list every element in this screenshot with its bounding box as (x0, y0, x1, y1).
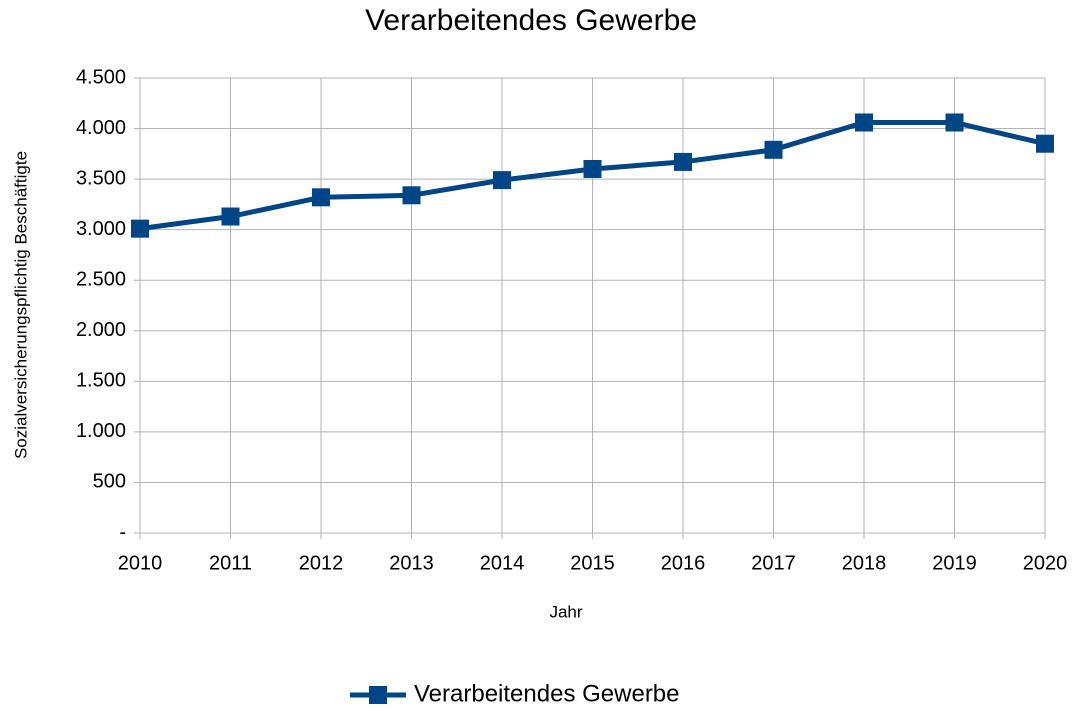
y-tick-label: 2.000 (76, 319, 126, 341)
x-tick-label: 2015 (570, 552, 615, 574)
point (945, 113, 964, 132)
x-tick-label: 2011 (209, 552, 252, 574)
point (674, 152, 692, 171)
point (312, 188, 330, 207)
legend-label: Verarbeitendes Gewerbe (414, 680, 680, 707)
y-axis-label: Sozialversicherungspflichtig Beschäftigt… (11, 151, 30, 459)
point (1036, 134, 1054, 153)
point (221, 207, 240, 226)
y-tick-label: 1.500 (76, 370, 126, 392)
x-tick-label: 2013 (389, 552, 434, 574)
y-tick-label: 4.000 (76, 117, 126, 139)
y-tick-label: 3.000 (76, 218, 126, 240)
point (402, 186, 421, 205)
y-tick-label: - (119, 521, 126, 543)
x-tick-label: 2012 (299, 552, 344, 574)
y-tick-label: 1.000 (76, 420, 126, 442)
x-tick-label: 2017 (751, 552, 796, 574)
point (583, 160, 602, 178)
y-tick-label: 4.500 (76, 66, 126, 88)
x-tick-label: 2014 (480, 552, 525, 574)
point (131, 219, 149, 238)
x-axis-label: Jahr (549, 602, 582, 621)
point (493, 171, 511, 190)
y-tick-label: 2.500 (76, 269, 126, 291)
x-tick-label: 2020 (1023, 552, 1068, 574)
legend-marker (369, 686, 387, 704)
x-tick-label: 2018 (842, 552, 887, 574)
point (855, 113, 873, 132)
point (764, 140, 783, 159)
x-tick-label: 2016 (661, 552, 706, 574)
y-tick-label: 500 (93, 471, 126, 493)
chart-title: Verarbeitendes Gewerbe (365, 4, 697, 37)
x-tick-label: 2019 (932, 552, 977, 574)
x-tick-label: 2010 (118, 552, 163, 574)
y-tick-label: 3.500 (76, 167, 126, 189)
